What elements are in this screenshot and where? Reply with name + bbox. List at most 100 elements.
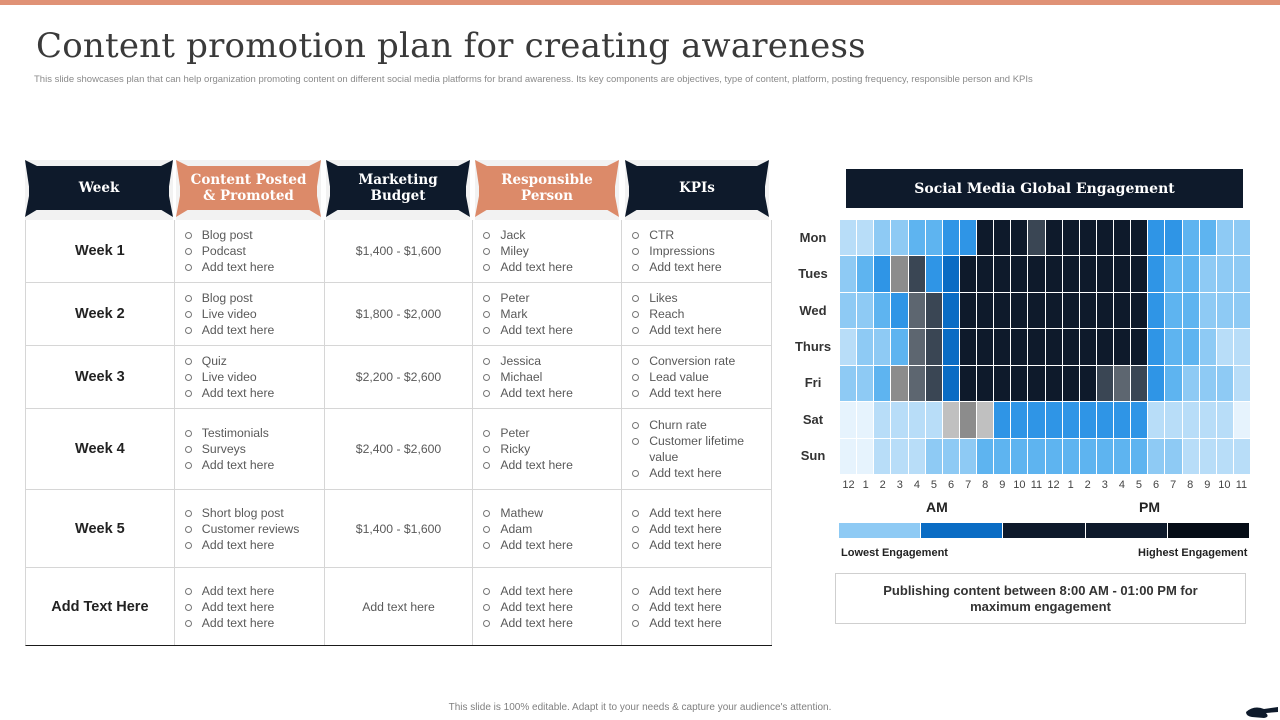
heatmap-cell xyxy=(1131,329,1148,365)
hour-label: 7 xyxy=(965,479,972,491)
heatmap-cell xyxy=(1216,292,1233,329)
heatmap-cell xyxy=(1182,220,1199,256)
content-list: Add text here Add text here Add text here xyxy=(175,583,274,631)
day-label: Tues xyxy=(798,266,828,282)
kpi-list: Churn rate Customer lifetime value Add tex… xyxy=(622,417,771,481)
day-label: Wed xyxy=(799,302,827,318)
kpi-cell: Likes Reach Add text here xyxy=(622,283,772,345)
day-label: Sat xyxy=(802,411,824,427)
heatmap-cell xyxy=(1079,292,1096,329)
heatmap-cell xyxy=(857,292,874,329)
hour-label: 7 xyxy=(1170,479,1177,491)
hour-label: 4 xyxy=(913,479,920,491)
heatmap-cell xyxy=(1062,438,1079,474)
heatmap-cell xyxy=(1148,402,1165,438)
list-item: Add text here xyxy=(630,505,722,521)
heatmap-cell xyxy=(977,220,994,256)
hour-label: 3 xyxy=(896,479,903,491)
budget-cell: $2,200 - $2,600 xyxy=(325,346,474,408)
heatmap-cell xyxy=(925,292,942,329)
heatmap-cell xyxy=(994,438,1011,474)
list-item: Add text here xyxy=(183,322,274,338)
heatmap-cell xyxy=(1096,438,1113,474)
heatmap-cell xyxy=(1062,329,1079,365)
heatmap-cell xyxy=(908,329,925,365)
heatmap-cell xyxy=(891,220,908,256)
kpi-cell: Add text here Add text here Add text here xyxy=(622,568,772,645)
heatmap-cell xyxy=(1165,256,1182,292)
list-item: Jack xyxy=(481,227,573,243)
heatmap-cell xyxy=(1079,256,1096,292)
list-item: Blog post xyxy=(183,227,275,243)
heatmap-cell xyxy=(1131,220,1148,256)
heatmap-cell xyxy=(874,365,891,402)
heatmap-cell xyxy=(908,438,925,474)
hour-label: 1 xyxy=(862,479,869,491)
header-budget: Marketing Budget xyxy=(326,160,470,220)
list-item: Lead value xyxy=(630,369,735,385)
heatmap-cell xyxy=(1199,329,1216,365)
heatmap-cell xyxy=(1216,365,1233,402)
content-cell: Short blog post Customer reviews Add text … xyxy=(175,490,325,567)
heatmap-cell xyxy=(1011,292,1028,329)
week-cell: Week 1 xyxy=(26,220,175,282)
budget-cell: $2,400 - $2,600 xyxy=(325,409,474,489)
list-item: Add text here xyxy=(183,599,274,615)
heatmap-cell xyxy=(925,256,942,292)
list-item: Adam xyxy=(481,521,573,537)
day-label: Sun xyxy=(800,447,826,463)
heatmap-cell xyxy=(1079,220,1096,256)
heatmap-cell xyxy=(840,220,857,256)
heatmap-cell xyxy=(1131,402,1148,438)
heatmap-cell xyxy=(1096,220,1113,256)
content-cell: Testimonials Surveys Add text here xyxy=(175,409,325,489)
heatmap-cell xyxy=(959,256,976,292)
hour-label: 11 xyxy=(1030,479,1043,491)
heatmap-cell xyxy=(959,438,976,474)
list-item: Add text here xyxy=(630,465,771,481)
person-list: Mathew Adam Add text here xyxy=(473,505,573,553)
heatmap-cell xyxy=(1216,329,1233,365)
table-header-row: Week Content Posted & Promoted Marketing… xyxy=(25,160,772,220)
heatmap-cell xyxy=(1028,220,1045,256)
heatmap-cell xyxy=(1096,329,1113,365)
heatmap-cell xyxy=(1062,256,1079,292)
heatmap-cell xyxy=(1199,220,1216,256)
heatmap-cell xyxy=(874,329,891,365)
heatmap-cell xyxy=(1131,292,1148,329)
heatmap-cell xyxy=(1114,438,1131,474)
person-cell: Jessica Michael Add text here xyxy=(473,346,623,408)
heatmap-cell xyxy=(840,438,857,474)
heatmap-cell xyxy=(1182,292,1199,329)
list-item: Likes xyxy=(630,290,722,306)
header-content: Content Posted & Promoted xyxy=(176,160,321,220)
content-cell: Blog post Podcast Add text here xyxy=(175,220,325,282)
heatmap-cell xyxy=(942,329,959,365)
brand-hand-icon xyxy=(1246,707,1278,718)
hour-label: 2 xyxy=(879,479,886,491)
heatmap-cell xyxy=(1096,256,1113,292)
header-kpis-label: KPIs xyxy=(629,166,765,210)
heatmap-cell xyxy=(891,402,908,438)
list-item: Add text here xyxy=(630,322,722,338)
list-item: Add text here xyxy=(481,615,573,631)
heatmap-cell xyxy=(1182,329,1199,365)
list-item: Add text here xyxy=(481,537,573,553)
heatmap-cell xyxy=(1199,292,1216,329)
kpi-list: Add text here Add text here Add text here xyxy=(622,505,722,553)
kpi-list: Likes Reach Add text here xyxy=(622,290,722,338)
hour-label: 6 xyxy=(947,479,955,491)
heatmap-cell xyxy=(1182,365,1199,402)
list-item: Conversion rate xyxy=(630,353,735,369)
heatmap-cell xyxy=(1079,365,1096,402)
table-row: Week 2 Blog post Live video Add text here $1… xyxy=(26,283,772,346)
list-item: Add text here xyxy=(630,583,722,599)
legend-swatch xyxy=(1167,523,1250,538)
list-item: Peter xyxy=(481,425,573,441)
heatmap-cell xyxy=(1011,256,1028,292)
heatmap-cell xyxy=(908,402,925,438)
pm-label: PM xyxy=(1139,499,1160,515)
legend-swatch xyxy=(1003,523,1085,538)
heatmap-cell xyxy=(959,329,976,365)
budget-cell: Add text here xyxy=(325,568,474,645)
